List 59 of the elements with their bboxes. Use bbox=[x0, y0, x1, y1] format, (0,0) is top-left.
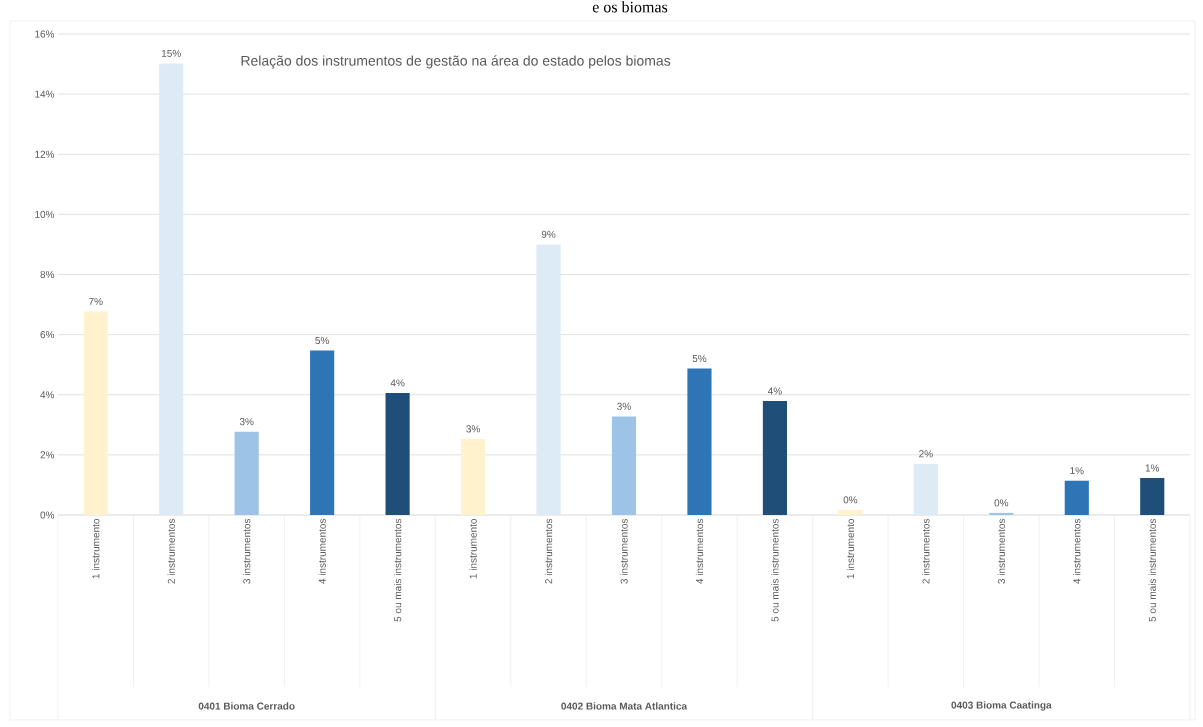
bar bbox=[687, 368, 712, 515]
data-label: 0% bbox=[843, 496, 858, 504]
data-label: 4% bbox=[767, 387, 782, 395]
bar bbox=[1140, 478, 1165, 515]
data-label: 7% bbox=[89, 297, 103, 305]
bar bbox=[1064, 480, 1089, 515]
x-tick-label: 2 instrumentos bbox=[922, 518, 930, 584]
bar bbox=[762, 401, 787, 515]
x-tick-label: 3 instrumentos bbox=[243, 518, 251, 584]
bar bbox=[83, 311, 108, 515]
x-tick-label: 1 instrumento bbox=[846, 518, 855, 579]
x-tick-label: 4 instrumentos bbox=[695, 518, 704, 584]
text: 0401 Bioma Cerrado bbox=[198, 702, 295, 710]
x-tick-label: 2 instrumentos bbox=[544, 518, 553, 584]
data-label: 1% bbox=[1070, 467, 1084, 475]
y-tick-label: 8% bbox=[40, 270, 55, 279]
bar bbox=[611, 416, 637, 515]
bar bbox=[460, 438, 486, 515]
bar bbox=[989, 512, 1014, 515]
y-tick-label: 6% bbox=[40, 331, 55, 339]
x-tick-label: 5 ou mais instrumentos bbox=[1148, 518, 1156, 622]
data-label: 3% bbox=[617, 402, 631, 410]
bar bbox=[913, 463, 938, 515]
data-label: 2% bbox=[919, 450, 933, 458]
data-label: 3% bbox=[239, 418, 254, 426]
x-tick-label: 3 instrumentos bbox=[997, 518, 1005, 584]
y-tick-label: 16% bbox=[35, 30, 55, 38]
bar bbox=[234, 431, 259, 515]
bar bbox=[310, 350, 335, 515]
data-label: 9% bbox=[541, 230, 556, 238]
y-tick-label: 0% bbox=[40, 511, 55, 519]
y-tick-label: 2% bbox=[40, 451, 55, 459]
x-tick-label: 2 instrumentos bbox=[167, 518, 175, 584]
y-tick-label: 4% bbox=[40, 391, 55, 399]
x-tick-label: 3 instrumentos bbox=[620, 518, 628, 584]
text: 0402 Bioma Mata Atlantica bbox=[561, 702, 688, 710]
data-label: 4% bbox=[390, 379, 405, 387]
y-tick-label: 12% bbox=[35, 150, 55, 158]
data-label: 3% bbox=[466, 425, 480, 433]
annotation: Relação dos instrumentos de gestão na área do estado pelos biomas bbox=[241, 55, 671, 69]
bar bbox=[838, 509, 863, 515]
x-tick-label: 5 ou mais instrumentos bbox=[771, 518, 779, 622]
x-tick-label: 4 instrumentos bbox=[318, 518, 326, 584]
y-tick-label: 10% bbox=[35, 210, 55, 218]
bar bbox=[385, 392, 410, 515]
bar bbox=[536, 244, 561, 515]
x-tick-label: 4 instrumentos bbox=[1073, 518, 1081, 584]
bar bbox=[159, 63, 184, 515]
y-tick-label: 14% bbox=[35, 90, 55, 98]
x-tick-label: 1 instrumento bbox=[469, 518, 477, 579]
chart-title: e os biomas bbox=[592, 1, 668, 13]
text: 0403 Bioma Caatinga bbox=[951, 701, 1052, 711]
data-label: 1% bbox=[1145, 464, 1160, 472]
x-tick-label: 5 ou mais instrumentos bbox=[393, 518, 402, 622]
data-label: 5% bbox=[692, 355, 707, 363]
x-tick-label: 1 instrumento bbox=[92, 518, 100, 579]
data-label: 5% bbox=[315, 336, 330, 345]
data-label: 0% bbox=[994, 499, 1009, 507]
data-label: 15% bbox=[161, 49, 181, 57]
